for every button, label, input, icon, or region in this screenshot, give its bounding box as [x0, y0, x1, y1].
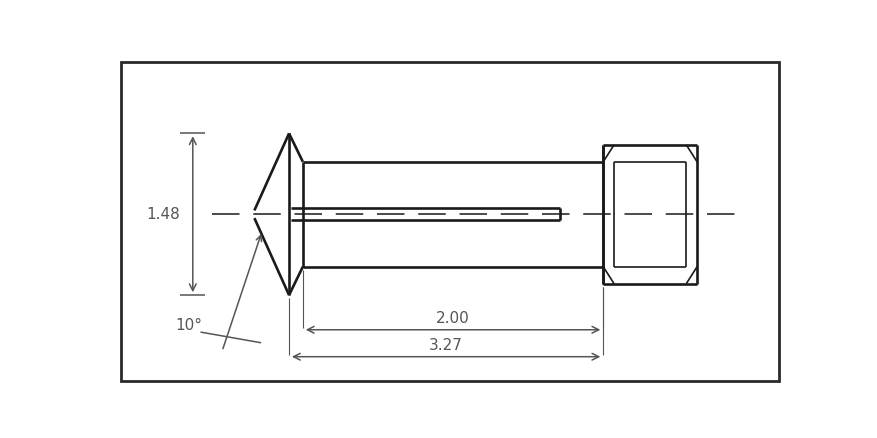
Text: 1.48: 1.48 [146, 207, 180, 222]
Text: 2.00: 2.00 [436, 311, 469, 326]
Text: 10°: 10° [175, 318, 203, 333]
Text: 3.27: 3.27 [429, 339, 462, 353]
